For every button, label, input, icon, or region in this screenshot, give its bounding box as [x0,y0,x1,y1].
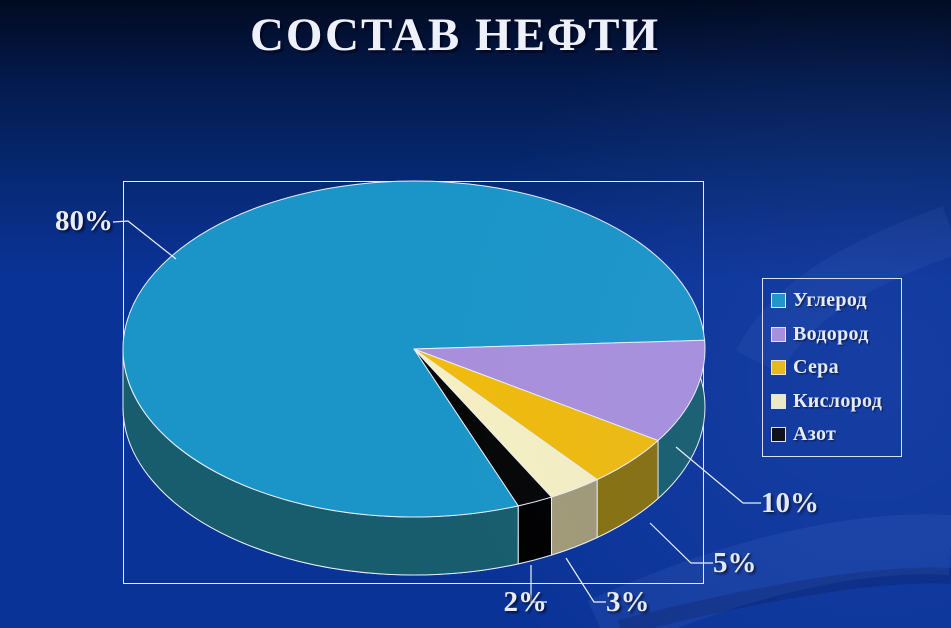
percent-label: 2% [503,586,548,618]
percent-label: 10% [761,487,819,519]
legend-item-Углерод: Углерод [771,289,901,312]
percent-label: 5% [713,547,757,579]
leader-line-10% [675,446,761,504]
legend-swatch-icon [771,326,786,342]
pie-slice-Азот [413,348,553,507]
pie-slice-Водород [413,339,706,442]
chart-legend: Углерод Водород Сера Кислород Азот [762,278,902,457]
legend-item-Сера: Сера [771,356,901,379]
leader-line-80% [112,220,177,260]
legend-label: Водород [793,322,869,345]
legend-swatch-icon [771,293,786,308]
pie-slice-Углерод [122,180,706,518]
legend-swatch-icon [771,393,786,409]
legend-label: Азот [793,423,837,445]
legend-label: Кислород [793,389,883,412]
legend-label: Сера [793,356,839,378]
leader-line-2% [530,565,547,603]
slide-title: СОСТАВ НЕФТИ [249,9,661,61]
leader-line-5% [649,522,713,564]
legend-item-Азот: Азот [771,423,901,446]
legend-swatch-icon [771,427,786,442]
legend-label: Углерод [793,289,867,311]
leader-line-3% [565,557,606,603]
percent-label: 80% [55,205,113,237]
legend-swatch-icon [771,360,786,375]
legend-item-Водород: Водород [771,323,901,346]
pie-side-Азот [517,496,553,565]
percent-label: 3% [606,586,650,618]
legend-item-Кислород: Кислород [771,390,901,413]
